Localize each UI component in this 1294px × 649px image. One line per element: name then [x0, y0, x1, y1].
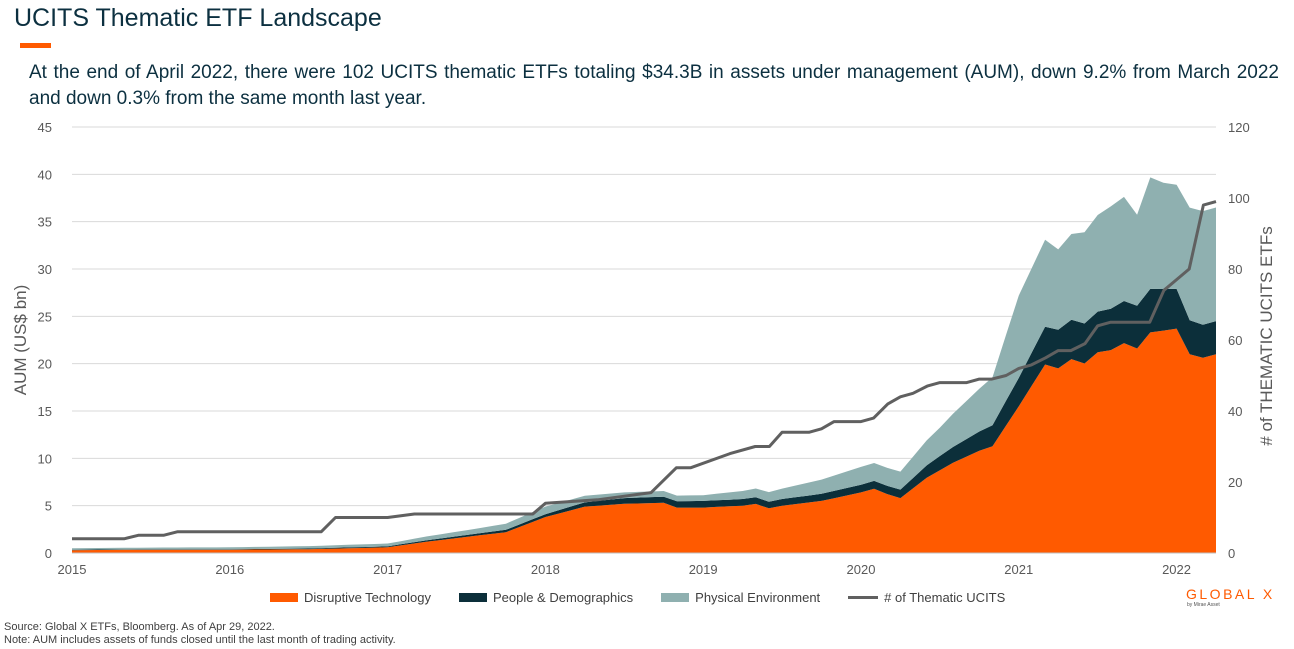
y2-tick-label: 80 [1228, 262, 1242, 277]
legend-label-disruptive: Disruptive Technology [304, 590, 431, 605]
y-tick-label: 25 [38, 309, 52, 324]
y2-tick-label: 60 [1228, 333, 1242, 348]
x-tick-label: 2015 [58, 562, 87, 577]
legend-label-physical: Physical Environment [695, 590, 821, 605]
y-tick-label: 30 [38, 262, 52, 277]
x-tick-label: 2021 [1004, 562, 1033, 577]
y-tick-label: 10 [38, 451, 52, 466]
x-tick-label: 2018 [531, 562, 560, 577]
y-tick-label: 15 [38, 404, 52, 419]
title-accent-bar [20, 43, 51, 48]
x-tick-label: 2019 [689, 562, 718, 577]
page-subtitle: At the end of April 2022, there were 102… [29, 62, 1279, 109]
legend-item-people: People & Demographics [458, 590, 634, 605]
x-tick-label: 2017 [373, 562, 402, 577]
y-axis-title: AUM (US$ bn) [11, 285, 30, 396]
area-series-2 [72, 288, 1216, 551]
x-tick-label: 2022 [1162, 562, 1191, 577]
y2-tick-label: 0 [1228, 546, 1235, 561]
y-tick-label: 35 [38, 215, 52, 230]
x-tick-label: 2016 [215, 562, 244, 577]
logo-tagline: by Mirae Asset [1187, 602, 1220, 608]
y-tick-label: 45 [38, 120, 52, 135]
area-series-3 [72, 177, 1216, 550]
source-footnote: Source: Global X ETFs, Bloomberg. As of … [4, 621, 275, 633]
y2-tick-label: 40 [1228, 404, 1242, 419]
legend-swatch-disruptive [270, 593, 298, 602]
x-tick-label: 2020 [847, 562, 876, 577]
legend-item-physical: Physical Environment [661, 590, 820, 605]
y-tick-label: 40 [38, 167, 52, 182]
y2-tick-label: 20 [1228, 475, 1242, 490]
legend-swatch-physical [661, 593, 690, 602]
legend-item-disruptive: Disruptive Technology [270, 590, 431, 605]
y2-tick-label: 120 [1228, 120, 1250, 135]
area-series-1 [72, 328, 1216, 553]
logo-wordmark: GLOBAL X [1186, 586, 1275, 602]
note-footnote: Note: AUM includes assets of funds close… [4, 634, 396, 646]
legend-label-people: People & Demographics [492, 590, 634, 605]
count-line [72, 200, 1217, 541]
y2-tick-label: 100 [1228, 191, 1250, 206]
chart-legend: Disruptive Technology People & Demograph… [270, 590, 1033, 605]
y-tick-label: 5 [45, 499, 52, 514]
y2-axis-title: # of THEMATIC UCITS ETFs [1257, 226, 1276, 445]
page-title: UCITS Thematic ETF Landscape [14, 4, 382, 32]
legend-label-count: # of Thematic UCITS [884, 590, 1006, 605]
y-tick-label: 20 [38, 357, 52, 372]
legend-swatch-count [848, 596, 879, 599]
legend-item-count: # of Thematic UCITS [848, 590, 1005, 605]
legend-swatch-people [458, 593, 487, 602]
y-tick-label: 0 [45, 546, 52, 561]
global-x-logo: GLOBAL X by Mirae Asset [1186, 586, 1275, 608]
